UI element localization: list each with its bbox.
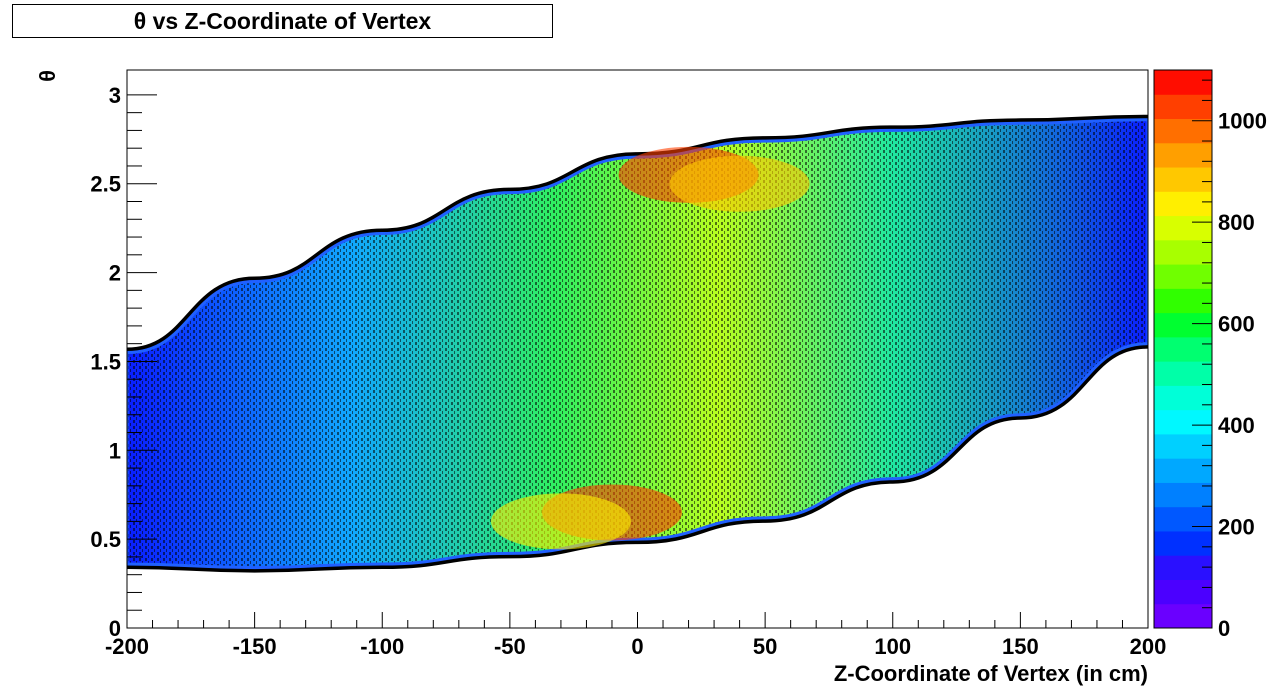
x-tick-label: 50 xyxy=(753,634,777,659)
x-tick-label: -50 xyxy=(494,634,526,659)
x-axis: -200 -150 -100 -50 0 50 100 150 200 xyxy=(105,612,1166,659)
palette-cell xyxy=(1154,579,1212,605)
x-tick-label: 0 xyxy=(631,634,643,659)
palette-cell xyxy=(1154,118,1212,144)
x-tick-label: -150 xyxy=(233,634,277,659)
palette-cell xyxy=(1154,70,1212,95)
x-tick-label: -100 xyxy=(360,634,404,659)
y-axis: 0 0.5 1 1.5 2 2.5 3 xyxy=(90,83,157,641)
palette-cell xyxy=(1154,506,1212,532)
y-tick-label: 2 xyxy=(109,261,121,286)
palette-cell xyxy=(1154,142,1212,168)
band-edge xyxy=(127,118,1148,570)
palette-cell xyxy=(1154,482,1212,508)
y-tick-label: 0.5 xyxy=(90,527,121,552)
hotspot-3 xyxy=(669,155,810,212)
y-tick-label: 1 xyxy=(109,438,121,463)
x-tick-label: 150 xyxy=(1002,634,1039,659)
z-tick-label: 0 xyxy=(1218,616,1230,641)
palette-cell xyxy=(1154,239,1212,265)
z-axis: 0 200 400 600 800 1000 xyxy=(1192,79,1267,641)
palette-frame xyxy=(1153,69,1213,629)
x-tick-label: 200 xyxy=(1130,634,1167,659)
palette-cell xyxy=(1154,215,1212,241)
palette-cell xyxy=(1154,167,1212,192)
x-tick-label: 100 xyxy=(874,634,911,659)
heatmap-hotspots xyxy=(490,146,810,550)
y-tick-label: 3 xyxy=(109,83,121,108)
y-tick-label: 1.5 xyxy=(90,349,121,374)
z-tick-label: 800 xyxy=(1218,210,1255,235)
z-tick-label: 1000 xyxy=(1218,109,1267,134)
chart-title: θ vs Z-Coordinate of Vertex xyxy=(12,4,553,38)
y-tick-label: 0 xyxy=(109,616,121,641)
y-tick-label: 2.5 xyxy=(90,172,121,197)
palette-cell xyxy=(1154,361,1212,386)
hotspot-2 xyxy=(490,493,631,550)
palette-cell xyxy=(1154,458,1212,483)
z-tick-label: 400 xyxy=(1218,413,1255,438)
color-palette xyxy=(1153,69,1213,629)
palette-cell xyxy=(1154,288,1212,314)
x-tick-label: -200 xyxy=(105,634,149,659)
palette-cell xyxy=(1154,336,1212,362)
heatmap-band xyxy=(127,114,1148,573)
x-axis-title: Z-Coordinate of Vertex (in cm) xyxy=(834,661,1148,686)
z-tick-label: 600 xyxy=(1218,312,1255,337)
palette-cell xyxy=(1154,409,1212,435)
palette-cell xyxy=(1154,312,1212,338)
palette-cell xyxy=(1154,530,1212,556)
palette-cell xyxy=(1154,433,1212,459)
palette-cell xyxy=(1154,94,1212,120)
y-axis-title: θ xyxy=(35,70,60,82)
palette-cell xyxy=(1154,191,1212,217)
palette-cell xyxy=(1154,264,1212,289)
band-texture xyxy=(127,119,1148,568)
palette-cell xyxy=(1154,385,1212,411)
z-tick-label: 200 xyxy=(1218,515,1255,540)
